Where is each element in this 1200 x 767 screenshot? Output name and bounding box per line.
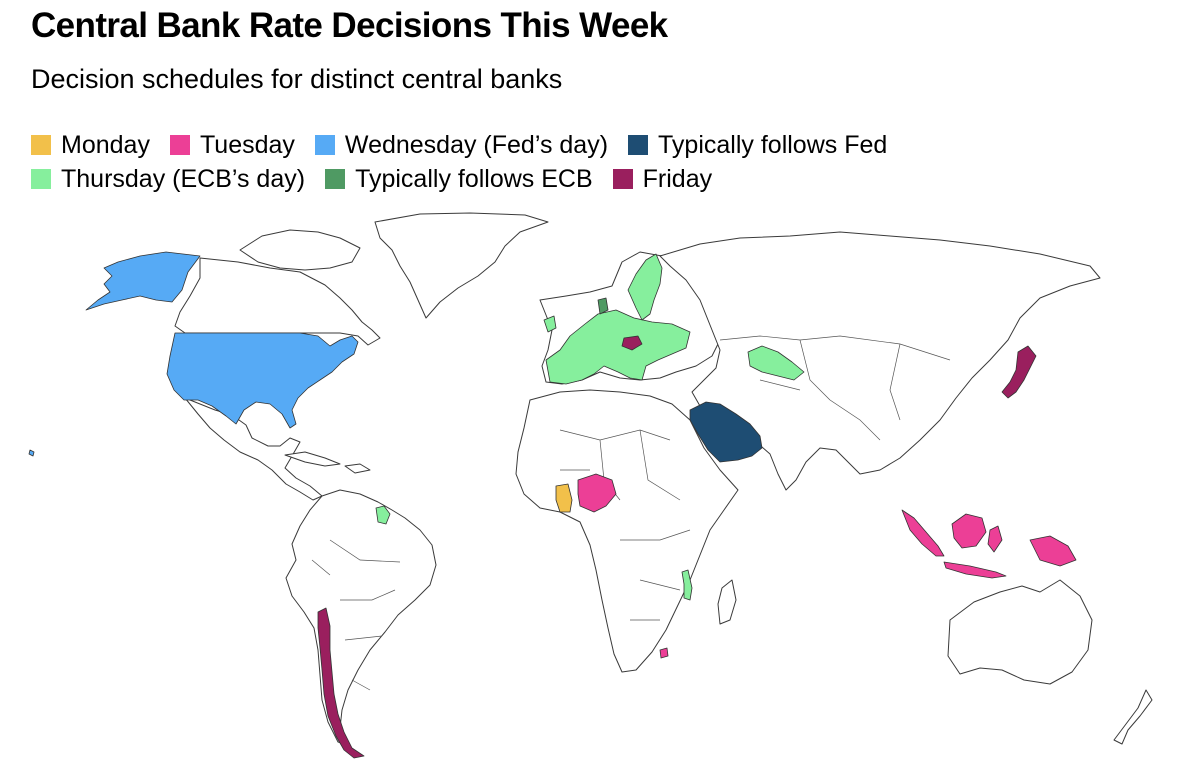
country-nigeria — [577, 473, 617, 513]
world-map — [28, 212, 1153, 759]
legend-label-wednesday: Wednesday (Fed’s day) — [344, 130, 609, 159]
legend-swatch-friday — [612, 169, 633, 189]
country-united-states — [166, 332, 359, 429]
legend-row-2: Thursday (ECB’s day) Typically follows E… — [31, 162, 1031, 196]
australia — [947, 579, 1093, 685]
legend-item-monday: Monday — [31, 131, 150, 160]
legend-swatch-follows-fed — [628, 135, 649, 155]
country-lesotho — [659, 647, 669, 659]
new-zealand — [1113, 689, 1153, 745]
country-indonesia-sulawesi — [987, 525, 1003, 553]
country-malawi — [681, 569, 693, 601]
legend-label-thursday: Thursday (ECB’s day) — [61, 164, 306, 193]
chart-title: Central Bank Rate Decisions This Week — [31, 6, 668, 45]
legend-label-follows-ecb: Typically follows ECB — [355, 164, 593, 193]
asia-borders — [719, 335, 951, 441]
country-indonesia-borneo — [951, 513, 987, 549]
country-indonesia-sumatra — [901, 509, 945, 557]
legend-item-friday: Friday — [612, 164, 713, 194]
madagascar — [717, 579, 737, 625]
legend-swatch-wednesday — [314, 135, 335, 155]
greenland — [374, 212, 549, 319]
legend-label-follows-fed: Typically follows Fed — [658, 130, 888, 159]
hispaniola — [344, 463, 371, 474]
legend-item-wednesday: Wednesday (Fed’s day) — [314, 130, 609, 160]
north-america — [174, 257, 381, 501]
south-america-borders — [311, 539, 401, 691]
country-guyana — [375, 505, 391, 525]
legend-label-tuesday: Tuesday — [199, 130, 295, 159]
chart-subtitle: Decision schedules for distinct central … — [31, 64, 563, 94]
legend-item-tuesday: Tuesday — [169, 130, 295, 160]
asia — [659, 231, 1101, 491]
country-kazakhstan — [747, 345, 805, 381]
country-saudi-arabia — [689, 401, 763, 463]
country-alaska — [85, 251, 201, 311]
country-ghana — [555, 483, 573, 513]
canadian-arctic-islands — [239, 229, 361, 271]
country-hawaii — [28, 449, 35, 457]
south-america — [285, 489, 437, 746]
legend: Monday Tuesday Wednesday (Fed’s day) Typ… — [31, 128, 1031, 196]
legend-swatch-thursday — [31, 169, 51, 189]
legend-item-follows-fed: Typically follows Fed — [628, 131, 887, 160]
country-hungary — [621, 335, 643, 351]
country-indonesia-papua — [1029, 535, 1077, 567]
legend-swatch-monday — [31, 135, 51, 155]
legend-label-monday: Monday — [61, 130, 150, 159]
country-euro-area-and-ecb-day — [545, 309, 691, 385]
country-indonesia-java — [943, 561, 1007, 579]
legend-item-thursday: Thursday (ECB’s day) — [31, 165, 305, 194]
cuba — [284, 451, 341, 467]
legend-label-friday: Friday — [642, 164, 713, 193]
country-japan — [1001, 345, 1037, 399]
legend-item-follows-ecb: Typically follows ECB — [325, 165, 593, 194]
africa — [515, 389, 739, 673]
legend-swatch-follows-ecb — [325, 169, 346, 189]
country-norway-sweden-finland — [627, 253, 663, 321]
country-denmark — [597, 297, 609, 315]
country-ireland-uk-area — [543, 315, 557, 333]
legend-row-1: Monday Tuesday Wednesday (Fed’s day) Typ… — [31, 128, 1031, 162]
country-chile — [317, 607, 365, 759]
legend-swatch-tuesday — [169, 135, 190, 155]
